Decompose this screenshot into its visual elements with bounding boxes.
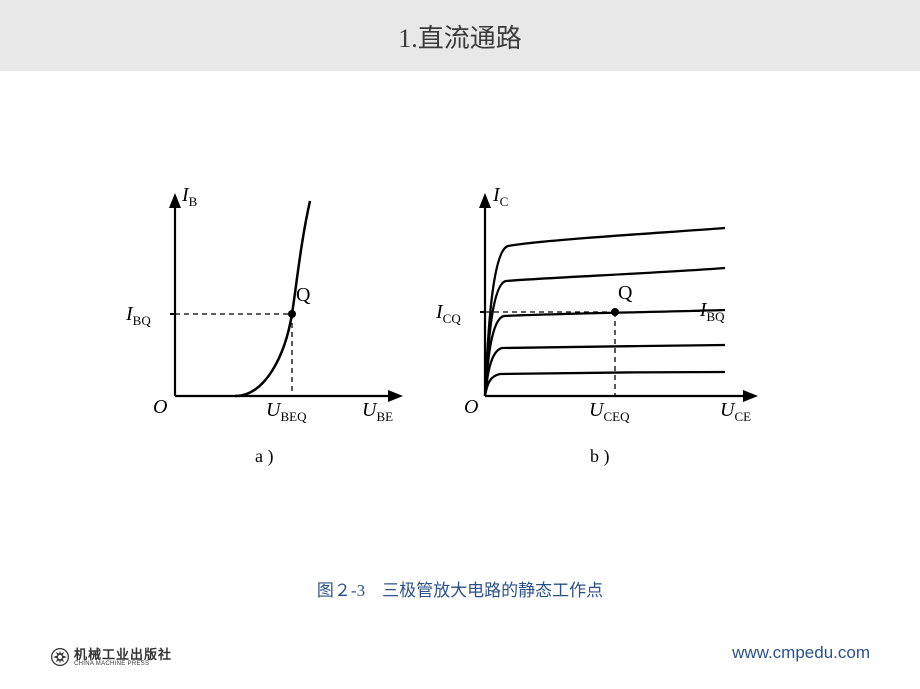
chart-b-ibq-label: —IBQ (682, 299, 725, 325)
chart-b-y-tick-label: ICQ (436, 301, 461, 327)
content-area: IB IBQ Q O UBEQ UBE a ) (0, 71, 920, 571)
header: 1.直流通路 (0, 0, 920, 71)
chart-b-q-label: Q (618, 282, 632, 305)
chart-b-x-tick-label: UCEQ (589, 399, 629, 425)
publisher-logo: 机械工业出版社 CHINA MACHINE PRESS (50, 647, 172, 667)
logo-cn: 机械工业出版社 (74, 648, 172, 661)
footer-url: www.cmpedu.com (732, 643, 870, 663)
chart-b-sublabel: b ) (590, 446, 610, 467)
chart-a-y-tick-label: IBQ (126, 303, 151, 329)
footer: 机械工业出版社 CHINA MACHINE PRESS www.cmpedu.c… (0, 634, 920, 689)
page-title: 1.直流通路 (0, 18, 920, 55)
logo-text: 机械工业出版社 CHINA MACHINE PRESS (74, 648, 172, 667)
chart-a-origin-label: O (153, 396, 167, 419)
chart-b-origin-label: O (464, 396, 478, 419)
chart-b-x-label: UCE (720, 399, 751, 425)
chart-a-y-label: IB (182, 184, 197, 210)
chart-b: IC ICQ Q —IBQ O UCEQ UCE b ) (450, 186, 790, 451)
logo-en: CHINA MACHINE PRESS (74, 661, 172, 667)
chart-a-x-label: UBE (362, 399, 393, 425)
chart-a-sublabel: a ) (255, 446, 273, 467)
figure-caption: 图２-3 三极管放大电路的静态工作点 (0, 576, 920, 601)
gear-icon (50, 647, 70, 667)
chart-a-x-tick-label: UBEQ (266, 399, 306, 425)
chart-a: IB IBQ Q O UBEQ UBE a ) (140, 186, 410, 451)
chart-b-y-label: IC (493, 184, 508, 210)
chart-a-q-label: Q (296, 284, 310, 307)
